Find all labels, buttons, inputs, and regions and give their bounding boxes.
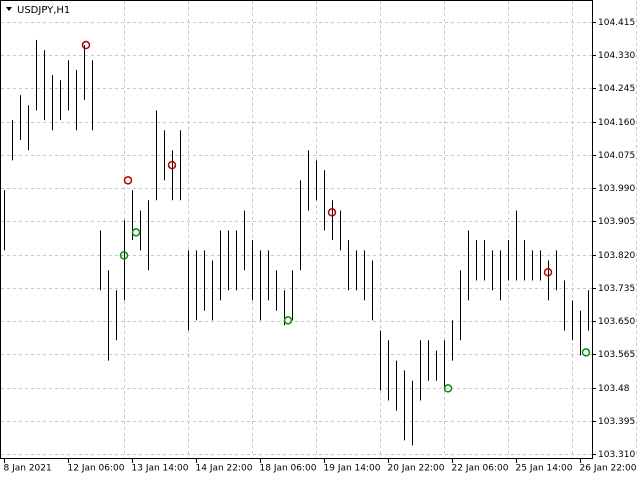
x-tick-label: 25 Jan 14:00 — [516, 464, 573, 474]
y-tick-label: 104.245 — [598, 84, 635, 94]
x-tick-label: 20 Jan 22:00 — [388, 464, 445, 474]
buy-signal — [443, 384, 453, 393]
chart-title: USDJPY,H1 — [17, 5, 70, 16]
x-tick-label: 19 Jan 14:00 — [324, 464, 381, 474]
x-tick-label: 22 Jan 06:00 — [452, 464, 509, 474]
x-tick-label: 18 Jan 06:00 — [260, 464, 317, 474]
y-tick-label: 103.905 — [598, 217, 635, 227]
y-tick-label: 104.075 — [598, 151, 635, 161]
sell-signal — [123, 176, 133, 185]
y-tick-label: 104.330 — [598, 51, 635, 61]
buy-signal — [119, 251, 129, 260]
buy-signal — [581, 348, 591, 357]
buy-signal — [283, 316, 293, 325]
y-tick-label: 103.820 — [598, 251, 635, 261]
y-tick-label: 104.415 — [598, 18, 635, 28]
plot-frame — [0, 0, 593, 459]
y-tick-label: 103.650 — [598, 317, 635, 327]
x-tick-label: 14 Jan 22:00 — [196, 464, 253, 474]
x-tick-label: 26 Jan 22:00 — [580, 464, 637, 474]
y-tick-label: 104.160 — [598, 118, 635, 128]
menu-triangle — [6, 7, 12, 11]
y-tick-label: 103.990 — [598, 184, 635, 194]
x-tick-label: 12 Jan 06:00 — [68, 464, 125, 474]
y-tick-label: 103.48 — [598, 384, 630, 394]
x-tick-label: 13 Jan 14:00 — [132, 464, 189, 474]
x-tick-label: 8 Jan 2021 — [4, 464, 52, 474]
y-tick-label: 103.310 — [598, 450, 635, 460]
grid — [1, 1, 637, 458]
buy-signal — [131, 228, 141, 237]
sell-signal — [167, 160, 177, 170]
sell-signal — [81, 40, 91, 50]
sell-signal — [327, 208, 337, 217]
y-tick-label: 103.735 — [598, 284, 635, 294]
sell-signal — [543, 267, 553, 277]
y-tick-label: 103.395 — [598, 417, 635, 427]
y-tick-label: 103.565 — [598, 350, 635, 360]
plot — [4, 39, 591, 446]
